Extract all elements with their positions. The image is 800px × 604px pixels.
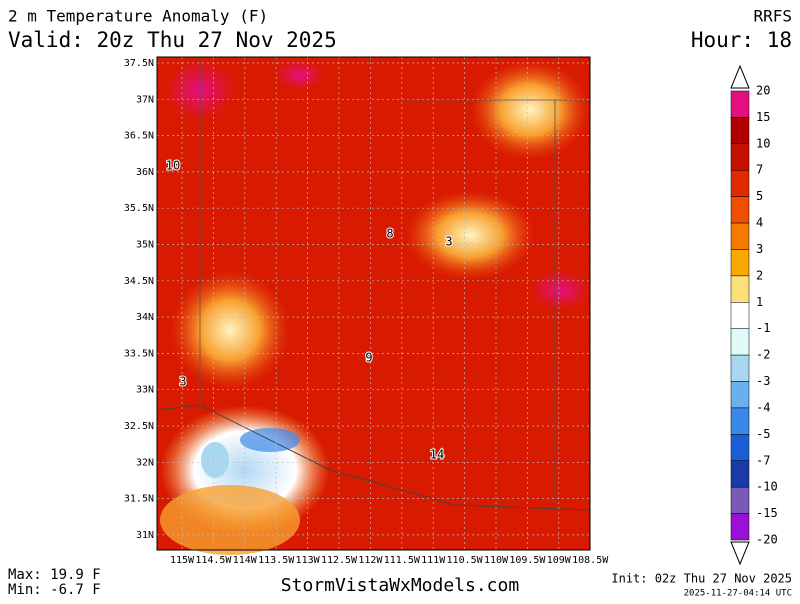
colorbar-swatch xyxy=(730,90,750,118)
colorbar-label: 5 xyxy=(756,189,763,203)
colorbar-label: 1 xyxy=(756,295,763,309)
station-value: 9 xyxy=(365,351,372,365)
map-frame xyxy=(156,56,591,551)
colorbar-label: 2 xyxy=(756,268,763,282)
latitude-label: 34N xyxy=(136,312,154,323)
latitude-label: 36N xyxy=(136,167,154,178)
colorbar-label: -15 xyxy=(756,506,778,520)
colorbar-swatch xyxy=(730,486,750,514)
colorbar-label: 20 xyxy=(756,84,770,98)
colorbar-label: 3 xyxy=(756,242,763,256)
graticule xyxy=(157,57,591,550)
latitude-label: 37.5N xyxy=(124,58,154,69)
colorbar-label: 4 xyxy=(756,216,763,230)
longitude-label: 111W xyxy=(421,555,446,566)
colorbar-swatch xyxy=(730,143,750,171)
colorbar-swatch xyxy=(730,249,750,277)
longitude-label: 114W xyxy=(233,555,258,566)
longitude-label: 110.5W xyxy=(447,555,484,566)
valid-time: Valid: 20z Thu 27 Nov 2025 xyxy=(8,28,337,52)
title: 2 m Temperature Anomaly (F) xyxy=(8,7,268,26)
longitude-label: 115W xyxy=(170,555,195,566)
max-value: Max: 19.9 F xyxy=(8,567,101,583)
latitude-label: 36.5N xyxy=(124,131,154,142)
latitude-label: 33N xyxy=(136,385,154,396)
colorbar-label: -20 xyxy=(756,533,778,547)
latitude-label: 31N xyxy=(136,530,154,541)
colorbar-label: -5 xyxy=(756,427,770,441)
longitude-label: 109.5W xyxy=(509,555,546,566)
colorbar-swatch xyxy=(730,460,750,488)
longitude-label: 113.5W xyxy=(258,555,295,566)
latitude-label: 34.5N xyxy=(124,276,154,287)
colorbar-label: 10 xyxy=(756,136,770,150)
colorbar-label: 15 xyxy=(756,110,770,124)
colorbar-label: -7 xyxy=(756,453,770,467)
colorbar-swatch xyxy=(730,275,750,303)
colorbar-label: -1 xyxy=(756,321,770,335)
colorbar-label: -2 xyxy=(756,348,770,362)
latitude-label: 33.5N xyxy=(124,348,154,359)
colorbar-label: 7 xyxy=(756,163,763,177)
longitude-label: 112.5W xyxy=(321,555,358,566)
colorbar-swatch xyxy=(730,513,750,541)
station-value: 14 xyxy=(430,448,444,462)
colorbar-swatch xyxy=(730,169,750,197)
colorbar-swatch xyxy=(730,354,750,382)
latitude-label: 37N xyxy=(136,94,154,105)
colorbar-swatch xyxy=(730,302,750,329)
latitude-label: 31.5N xyxy=(124,494,154,505)
colorbar-swatch xyxy=(730,117,750,145)
longitude-label: 114.5W xyxy=(195,555,232,566)
colorbar-swatch xyxy=(730,381,750,409)
longitude-label: 112W xyxy=(358,555,383,566)
latitude-label: 35N xyxy=(136,240,154,251)
colorbar-swatch xyxy=(730,196,750,224)
station-value: 10 xyxy=(166,159,180,173)
latitude-label: 32N xyxy=(136,457,154,468)
longitude-label: 110W xyxy=(484,555,509,566)
colorbar-top-arrow xyxy=(730,64,750,89)
colorbar-swatch xyxy=(730,328,750,356)
colorbar-swatch xyxy=(730,407,750,435)
colorbar-swatch xyxy=(730,434,750,462)
website: StormVistaWxModels.com xyxy=(281,575,519,596)
model-name: RRFS xyxy=(753,7,792,26)
longitude-label: 109W xyxy=(547,555,572,566)
timestamp: 2025-11-27-04:14 UTC xyxy=(684,589,792,599)
init-time: Init: 02z Thu 27 Nov 2025 xyxy=(611,572,792,586)
colorbar-label: -3 xyxy=(756,374,770,388)
map-field xyxy=(156,57,591,555)
min-value: Min: -6.7 F xyxy=(8,582,101,598)
colorbar-label: -10 xyxy=(756,480,778,494)
latitude-label: 35.5N xyxy=(124,203,154,214)
colorbar-swatch xyxy=(730,222,750,250)
colorbar-bottom-arrow xyxy=(730,541,750,566)
forecast-hour: Hour: 18 xyxy=(691,28,792,52)
latitude-label: 32.5N xyxy=(124,421,154,432)
station-value: 8 xyxy=(386,227,393,241)
station-value: 3 xyxy=(445,235,452,249)
longitude-label: 111.5W xyxy=(384,555,421,566)
colorbar-label: -4 xyxy=(756,400,770,414)
longitude-label: 108.5W xyxy=(572,555,609,566)
station-value: 3 xyxy=(179,375,186,389)
longitude-label: 113W xyxy=(296,555,321,566)
